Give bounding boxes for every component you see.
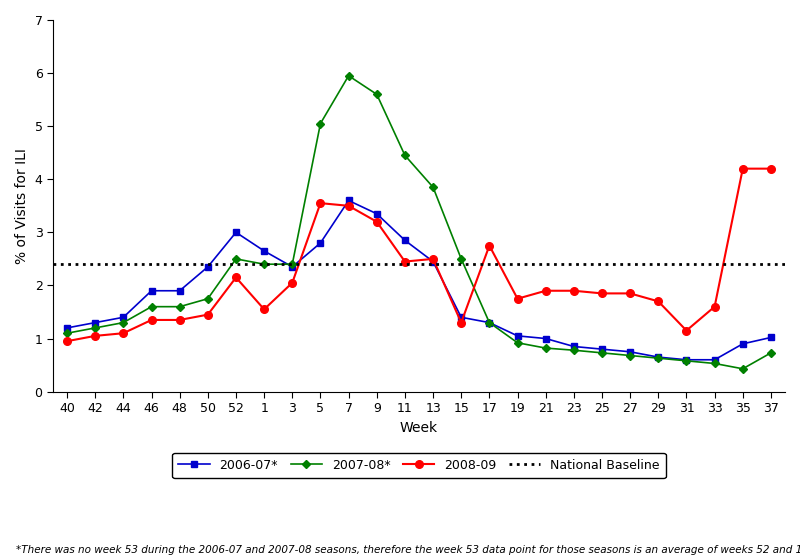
2007-08*	[287, 261, 297, 267]
2007-08*	[682, 358, 691, 364]
2008-09	[231, 274, 241, 281]
2008-09	[259, 306, 269, 312]
2008-09	[118, 330, 128, 336]
2006-07*	[259, 248, 269, 254]
2006-07*	[682, 357, 691, 363]
2007-08*	[428, 184, 438, 191]
2006-07*	[400, 237, 410, 244]
2007-08*	[344, 73, 354, 79]
Line: 2008-09: 2008-09	[63, 165, 774, 345]
2006-07*	[654, 354, 663, 360]
2006-07*	[569, 343, 578, 350]
2007-08*	[400, 152, 410, 158]
2006-07*	[597, 346, 606, 353]
Legend: 2006-07*, 2007-08*, 2008-09, National Baseline: 2006-07*, 2007-08*, 2008-09, National Ba…	[172, 453, 666, 478]
2008-09	[513, 295, 522, 302]
2006-07*	[513, 333, 522, 339]
2007-08*	[597, 349, 606, 356]
2008-09	[400, 258, 410, 265]
2008-09	[175, 316, 185, 323]
2007-08*	[231, 256, 241, 262]
2006-07*	[62, 325, 72, 331]
2007-08*	[626, 352, 635, 359]
2008-09	[682, 327, 691, 334]
2007-08*	[90, 325, 100, 331]
2008-09	[203, 311, 213, 318]
X-axis label: Week: Week	[400, 421, 438, 435]
2007-08*	[372, 91, 382, 98]
2007-08*	[146, 304, 156, 310]
2007-08*	[62, 330, 72, 336]
Line: 2006-07*: 2006-07*	[64, 198, 774, 363]
2006-07*	[738, 340, 747, 347]
2008-09	[372, 218, 382, 225]
2007-08*	[259, 261, 269, 267]
2006-07*	[457, 314, 466, 321]
2008-09	[654, 298, 663, 305]
2007-08*	[457, 256, 466, 262]
2006-07*	[766, 334, 776, 341]
2008-09	[597, 290, 606, 297]
2007-08*	[175, 304, 185, 310]
2006-07*	[287, 263, 297, 270]
2008-09	[90, 333, 100, 339]
2008-09	[485, 242, 494, 249]
2007-08*	[766, 349, 776, 356]
2006-07*	[118, 314, 128, 321]
2007-08*	[738, 365, 747, 372]
2008-09	[287, 280, 297, 286]
2006-07*	[203, 263, 213, 270]
2008-09	[62, 338, 72, 344]
2006-07*	[175, 287, 185, 294]
Line: 2007-08*: 2007-08*	[64, 73, 774, 372]
2008-09	[626, 290, 635, 297]
2008-09	[766, 165, 776, 172]
2008-09	[738, 165, 747, 172]
2007-08*	[513, 339, 522, 346]
National Baseline	[62, 261, 72, 267]
2008-09	[569, 287, 578, 294]
2007-08*	[485, 319, 494, 326]
2007-08*	[710, 360, 719, 367]
2006-07*	[485, 319, 494, 326]
Text: *There was no week 53 during the 2006-07 and 2007-08 seasons, therefore the week: *There was no week 53 during the 2006-07…	[16, 545, 800, 555]
2006-07*	[146, 287, 156, 294]
2006-07*	[541, 335, 550, 342]
2006-07*	[428, 258, 438, 265]
2006-07*	[316, 239, 326, 246]
2006-07*	[626, 348, 635, 355]
2008-09	[146, 316, 156, 323]
2006-07*	[710, 357, 719, 363]
2007-08*	[654, 355, 663, 362]
2007-08*	[569, 347, 578, 354]
2008-09	[316, 200, 326, 206]
National Baseline	[90, 261, 100, 267]
2007-08*	[203, 295, 213, 302]
2007-08*	[316, 120, 326, 127]
2006-07*	[344, 197, 354, 204]
2007-08*	[118, 319, 128, 326]
2008-09	[710, 304, 719, 310]
2008-09	[344, 203, 354, 209]
2006-07*	[372, 210, 382, 217]
2008-09	[541, 287, 550, 294]
2008-09	[428, 256, 438, 262]
2006-07*	[231, 229, 241, 235]
2007-08*	[541, 345, 550, 352]
Y-axis label: % of Visits for ILI: % of Visits for ILI	[15, 148, 29, 264]
2006-07*	[90, 319, 100, 326]
2008-09	[457, 319, 466, 326]
